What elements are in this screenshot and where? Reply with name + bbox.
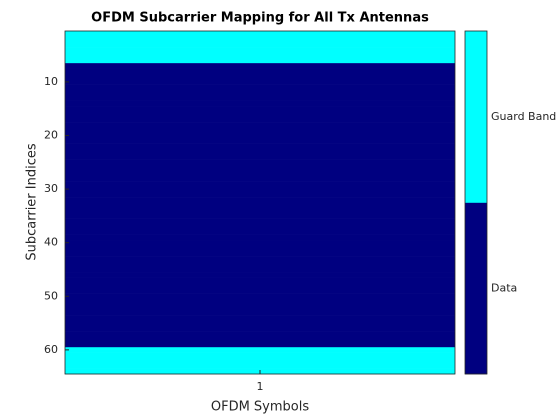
x-axis-label: OFDM Symbols — [211, 400, 309, 415]
heatmap-cell — [65, 122, 455, 128]
heatmap-cell — [65, 148, 455, 155]
y-axis-label: Subcarrier Indices — [25, 143, 40, 260]
heatmap-cell — [65, 143, 455, 150]
x-tick-label: 1 — [257, 380, 264, 393]
y-tick-label: 20 — [44, 129, 58, 142]
heatmap-cell — [65, 336, 455, 343]
heatmap-cell — [65, 95, 455, 101]
heatmap-cell — [65, 352, 455, 359]
heatmap-cell — [65, 309, 455, 316]
y-tick-label: 50 — [44, 289, 58, 302]
colorbar-segment — [465, 202, 487, 375]
heatmap-cell — [65, 100, 455, 107]
heatmap-cell — [65, 272, 455, 278]
heatmap-cell — [65, 175, 455, 182]
heatmap-cell — [65, 277, 455, 284]
heatmap-cell — [65, 197, 455, 203]
heatmap-cell — [65, 347, 455, 353]
heatmap-cell — [65, 181, 455, 187]
heatmap-cell — [65, 234, 455, 241]
heatmap-cell — [65, 207, 455, 214]
chart-title: OFDM Subcarrier Mapping for All Tx Anten… — [91, 11, 429, 26]
heatmap-cell — [65, 202, 455, 209]
heatmap-cell — [65, 41, 455, 48]
heatmap-cell — [65, 127, 455, 134]
heatmap-cell — [65, 240, 455, 246]
heatmap-cell — [65, 341, 455, 348]
heatmap-cell — [65, 282, 455, 289]
heatmap-cell — [65, 363, 455, 369]
heatmap-cell — [65, 68, 455, 75]
heatmap-cell — [65, 47, 455, 53]
heatmap-cell — [65, 73, 455, 80]
heatmap-cell — [65, 63, 455, 69]
colorbar-label: Guard Band — [491, 110, 556, 123]
heatmap-cell — [65, 288, 455, 294]
heatmap-cell — [65, 170, 455, 177]
heatmap-cell — [65, 154, 455, 160]
heatmap-cell — [65, 320, 455, 327]
heatmap-cell — [65, 106, 455, 112]
y-tick-label: 30 — [44, 182, 58, 195]
heatmap-cell — [65, 186, 455, 193]
heatmap-cell — [65, 89, 455, 96]
heatmap-cell — [65, 138, 455, 144]
heatmap-cell — [65, 52, 455, 59]
heatmap-cell — [65, 191, 455, 198]
heatmap-cell — [65, 245, 455, 252]
heatmap-cell — [65, 223, 455, 230]
heatmap-cell — [65, 159, 455, 166]
colorbar-label: Data — [491, 281, 517, 294]
heatmap-cell — [65, 266, 455, 273]
heatmap-cell — [65, 261, 455, 268]
heatmap-cell — [65, 304, 455, 310]
heatmap-cell — [65, 116, 455, 123]
heatmap-cell — [65, 315, 455, 321]
heatmap-cell — [65, 164, 455, 171]
heatmap-cell — [65, 31, 455, 37]
colorbar-segment — [465, 31, 487, 203]
heatmap-cell — [65, 250, 455, 257]
heatmap-cell — [65, 298, 455, 305]
heatmap-cell — [65, 111, 455, 118]
heatmap-cell — [65, 325, 455, 332]
heatmap-cell — [65, 218, 455, 225]
heatmap-cell — [65, 84, 455, 91]
y-tick-label: 60 — [44, 343, 58, 356]
heatmap-cell — [65, 331, 455, 337]
y-tick-label: 40 — [44, 236, 58, 249]
heatmap-cell — [65, 357, 455, 364]
heatmap-cell — [65, 229, 455, 235]
colorbar-frame — [464, 30, 488, 375]
heatmap-cell — [65, 132, 455, 139]
heatmap-cell — [65, 213, 455, 219]
heatmap-cell — [65, 57, 455, 64]
heatmap-cell — [65, 256, 455, 262]
heatmap-cell — [65, 36, 455, 43]
heatmap-cell — [65, 293, 455, 300]
heatmap-cell — [65, 79, 455, 85]
y-tick-label: 10 — [44, 75, 58, 88]
